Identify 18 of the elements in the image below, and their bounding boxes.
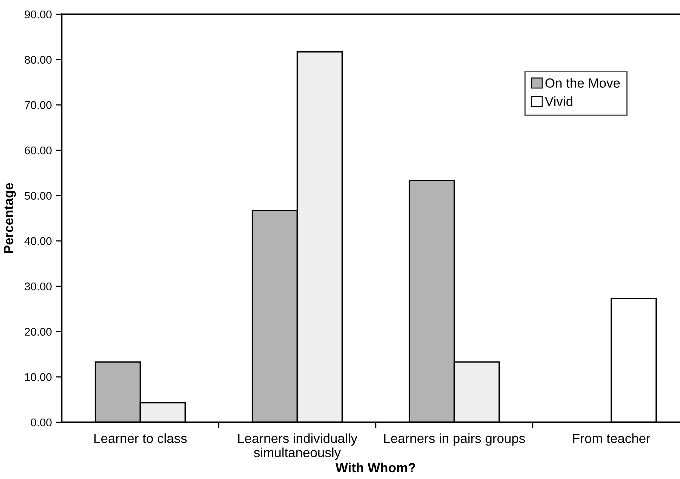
x-tick-label: From teacher bbox=[573, 434, 651, 444]
x-tick-label: Learners in pairs groups bbox=[384, 434, 526, 446]
y-tick-label: 0.00 bbox=[31, 418, 52, 427]
y-tick-label: 60.00 bbox=[25, 146, 52, 155]
y-axis-title: Percentage bbox=[4, 183, 16, 254]
x-tick-label: Learner to class bbox=[94, 434, 187, 444]
legend-label: Vivid bbox=[545, 96, 573, 106]
y-tick-label: 30.00 bbox=[24, 282, 52, 291]
y-tick-label: 20.00 bbox=[25, 328, 52, 336]
y-tick-label: 90.00 bbox=[24, 10, 52, 19]
x-tick-label: Learners individually simultaneously bbox=[238, 434, 358, 460]
y-tick-label: 10.00 bbox=[25, 373, 52, 382]
legend-label: On the Move bbox=[546, 78, 620, 88]
y-tick-label: 50.00 bbox=[24, 192, 52, 200]
y-tick-label: 70.00 bbox=[25, 101, 52, 110]
x-axis-title: With Whom? bbox=[336, 462, 416, 473]
y-tick-label: 40.00 bbox=[24, 237, 52, 246]
y-tick-label: 80.00 bbox=[24, 56, 52, 64]
